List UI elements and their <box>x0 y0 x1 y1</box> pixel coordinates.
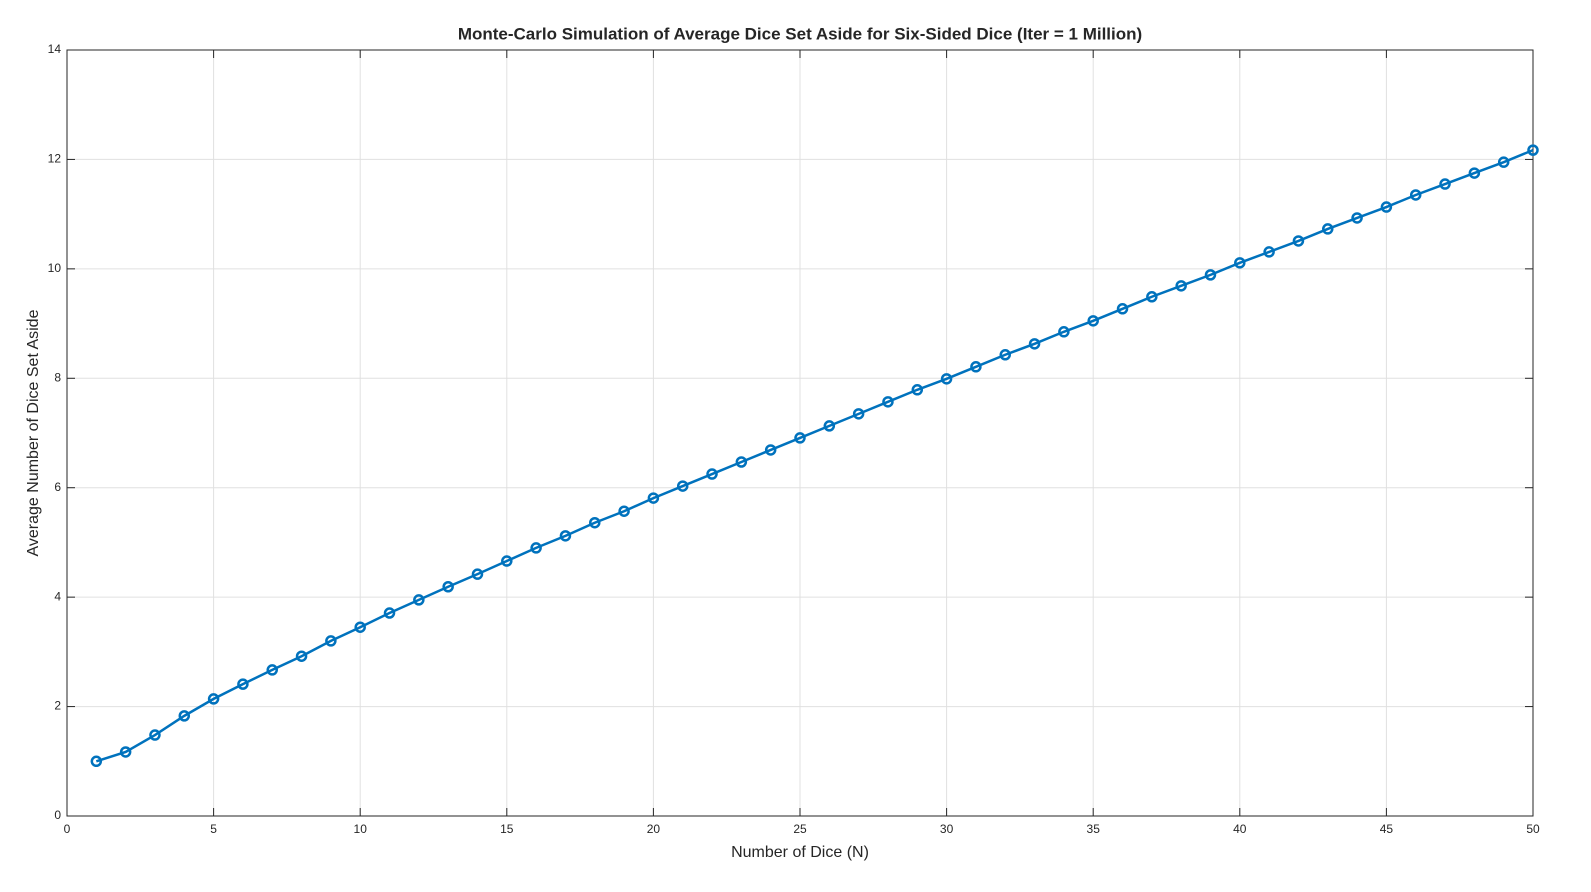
data-point <box>530 542 542 554</box>
data-point <box>764 444 777 456</box>
data-point <box>852 408 865 420</box>
y-tick-label: 4 <box>54 589 61 603</box>
data-point <box>1527 144 1539 156</box>
x-tick-label: 30 <box>940 822 954 836</box>
data-point <box>618 505 630 517</box>
data-point <box>1204 269 1217 281</box>
data-point <box>676 480 689 492</box>
data-point <box>794 432 806 444</box>
y-tick-label: 12 <box>48 152 62 166</box>
data-point <box>1351 212 1363 224</box>
chart-title: Monte-Carlo Simulation of Average Dice S… <box>458 24 1142 43</box>
x-tick-label: 50 <box>1526 822 1540 836</box>
data-point <box>1409 189 1422 201</box>
data-point <box>1439 178 1451 190</box>
data-point <box>823 420 836 432</box>
data-point <box>413 594 425 606</box>
x-tick-label: 15 <box>500 822 514 836</box>
data-point <box>90 755 103 768</box>
data-point <box>1087 315 1099 327</box>
data-point <box>999 349 1011 361</box>
data-point <box>354 621 366 633</box>
data-point <box>471 568 484 580</box>
data-point <box>1234 257 1246 269</box>
data-point <box>559 530 572 542</box>
data-point <box>1497 156 1510 168</box>
data-point <box>1380 201 1393 213</box>
y-axis-label: Average Number of Dice Set Aside <box>25 309 42 556</box>
x-tick-label: 20 <box>647 822 661 836</box>
x-axis-label: Number of Dice (N) <box>731 844 869 861</box>
x-tick-label: 40 <box>1233 822 1247 836</box>
data-point <box>325 635 337 647</box>
data-point <box>1175 280 1187 292</box>
data-point <box>295 650 308 662</box>
data-point <box>149 729 161 741</box>
data-point <box>1116 303 1129 315</box>
y-tick-label: 14 <box>48 42 62 56</box>
data-point <box>882 396 894 408</box>
data-point <box>911 384 924 396</box>
data-point <box>1146 291 1158 303</box>
data-point <box>1263 246 1275 258</box>
data-point <box>266 664 278 676</box>
data-point <box>178 710 191 722</box>
data-point <box>589 516 601 529</box>
data-point <box>1468 167 1481 179</box>
plot-frame <box>66 49 1534 817</box>
x-tick-label: 0 <box>64 822 71 836</box>
y-tick-label: 10 <box>48 261 62 275</box>
data-point <box>237 678 249 690</box>
data-point <box>1028 338 1041 350</box>
y-tick-label: 6 <box>54 480 61 494</box>
data-point <box>119 746 132 758</box>
y-tick-label: 2 <box>54 699 61 713</box>
x-tick-label: 25 <box>793 822 807 836</box>
data-point <box>735 456 748 468</box>
data-point <box>706 468 718 480</box>
data-point <box>1058 326 1070 338</box>
data-point <box>501 555 513 567</box>
data-point <box>442 580 454 593</box>
x-tick-label: 45 <box>1380 822 1394 836</box>
data-point <box>647 492 660 504</box>
y-tick-label: 8 <box>54 370 61 384</box>
y-tick-label: 0 <box>54 808 61 822</box>
x-tick-label: 10 <box>354 822 368 836</box>
x-tick-label: 5 <box>210 822 217 836</box>
x-tick-label: 35 <box>1087 822 1101 836</box>
data-point <box>207 693 220 705</box>
data-point <box>1322 223 1334 235</box>
data-point <box>940 373 953 385</box>
data-point <box>970 361 982 373</box>
data-point <box>383 607 396 619</box>
data-point <box>1292 235 1305 247</box>
